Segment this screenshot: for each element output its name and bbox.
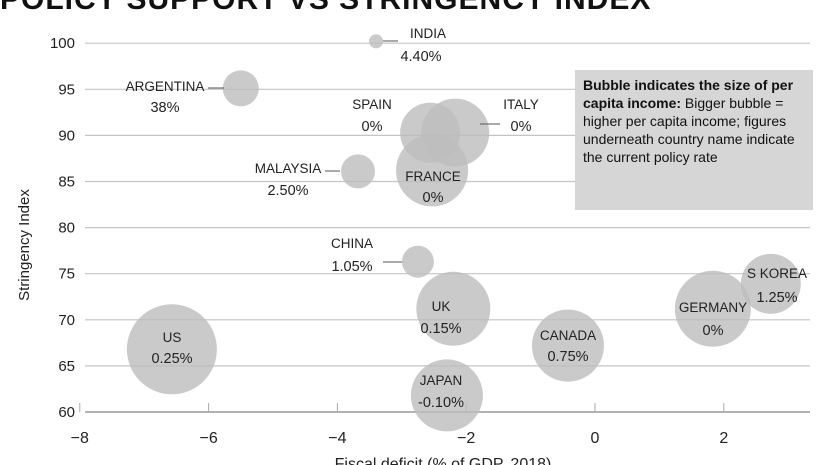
country-label: CANADA bbox=[540, 328, 596, 343]
bubble-size-note: Bubble indicates the size of per capita … bbox=[575, 70, 813, 210]
y-tick-label: 80 bbox=[58, 220, 75, 237]
chart-title: POLICY SUPPORT VS STRINGENCY INDEX bbox=[0, 0, 651, 17]
y-tick-label: 70 bbox=[58, 312, 75, 329]
policy-rate-label: 0.15% bbox=[420, 321, 461, 337]
country-label: ITALY bbox=[503, 97, 539, 112]
policy-rate-label: 0% bbox=[511, 119, 532, 135]
note-bold: Bubble indicates the size of per capita … bbox=[583, 77, 794, 111]
x-tick-label: −4 bbox=[328, 430, 346, 447]
x-tick-label: 0 bbox=[591, 430, 600, 447]
bubble-us bbox=[126, 304, 217, 395]
y-tick-label: 95 bbox=[58, 81, 75, 98]
x-axis-label: Fiscal deficit (% of GDP, 2018) bbox=[335, 456, 552, 465]
y-tick-label: 75 bbox=[58, 266, 75, 283]
country-label: GERMANY bbox=[679, 300, 747, 315]
country-label: INDIA bbox=[410, 26, 446, 41]
x-tick-label: −2 bbox=[457, 430, 475, 447]
bubble-argentina bbox=[222, 70, 259, 107]
y-tick-label: 90 bbox=[58, 127, 75, 144]
y-axis-label: Stringency Index bbox=[16, 189, 33, 301]
bubble-canada bbox=[531, 309, 604, 382]
country-label: JAPAN bbox=[420, 373, 463, 388]
y-tick-label: 100 bbox=[50, 35, 75, 52]
y-tick-label: 85 bbox=[58, 174, 75, 191]
policy-rate-label: 2.50% bbox=[267, 183, 308, 199]
bubble-india bbox=[369, 34, 384, 49]
policy-rate-label: 4.40% bbox=[400, 49, 441, 65]
policy-rate-label: 0.75% bbox=[547, 349, 588, 365]
policy-rate-label: 1.05% bbox=[331, 259, 372, 275]
x-tick-label: −6 bbox=[199, 430, 217, 447]
x-tick-label: 2 bbox=[719, 430, 728, 447]
bubble-s-korea bbox=[740, 253, 801, 314]
bubble-germany bbox=[674, 270, 751, 347]
bubble-japan bbox=[410, 359, 483, 432]
policy-rate-label: 0% bbox=[362, 119, 383, 135]
policy-rate-label: 1.25% bbox=[756, 290, 797, 306]
country-label: S KOREA bbox=[747, 266, 807, 281]
y-tick-label: 65 bbox=[58, 358, 75, 375]
policy-rate-label: 0.25% bbox=[151, 351, 192, 367]
y-tick-label: 60 bbox=[58, 404, 75, 421]
country-label: MALAYSIA bbox=[255, 161, 322, 176]
bubble-china bbox=[401, 245, 434, 278]
country-label: CHINA bbox=[331, 236, 373, 251]
bubble-france bbox=[396, 134, 469, 207]
x-tick-label: −8 bbox=[71, 430, 89, 447]
country-label: UK bbox=[432, 299, 451, 314]
country-label: FRANCE bbox=[405, 169, 461, 184]
policy-rate-label: 0% bbox=[703, 323, 724, 339]
policy-rate-label: -0.10% bbox=[418, 395, 464, 411]
bubble-uk bbox=[416, 271, 491, 346]
bubble-malaysia bbox=[341, 154, 376, 189]
note-text: Bigger bubble = higher per capita income… bbox=[583, 95, 795, 165]
policy-rate-label: 38% bbox=[150, 100, 179, 116]
policy-rate-label: 0% bbox=[423, 190, 444, 206]
country-label: SPAIN bbox=[352, 97, 392, 112]
country-label: ARGENTINA bbox=[126, 79, 205, 94]
country-label: US bbox=[163, 330, 182, 345]
